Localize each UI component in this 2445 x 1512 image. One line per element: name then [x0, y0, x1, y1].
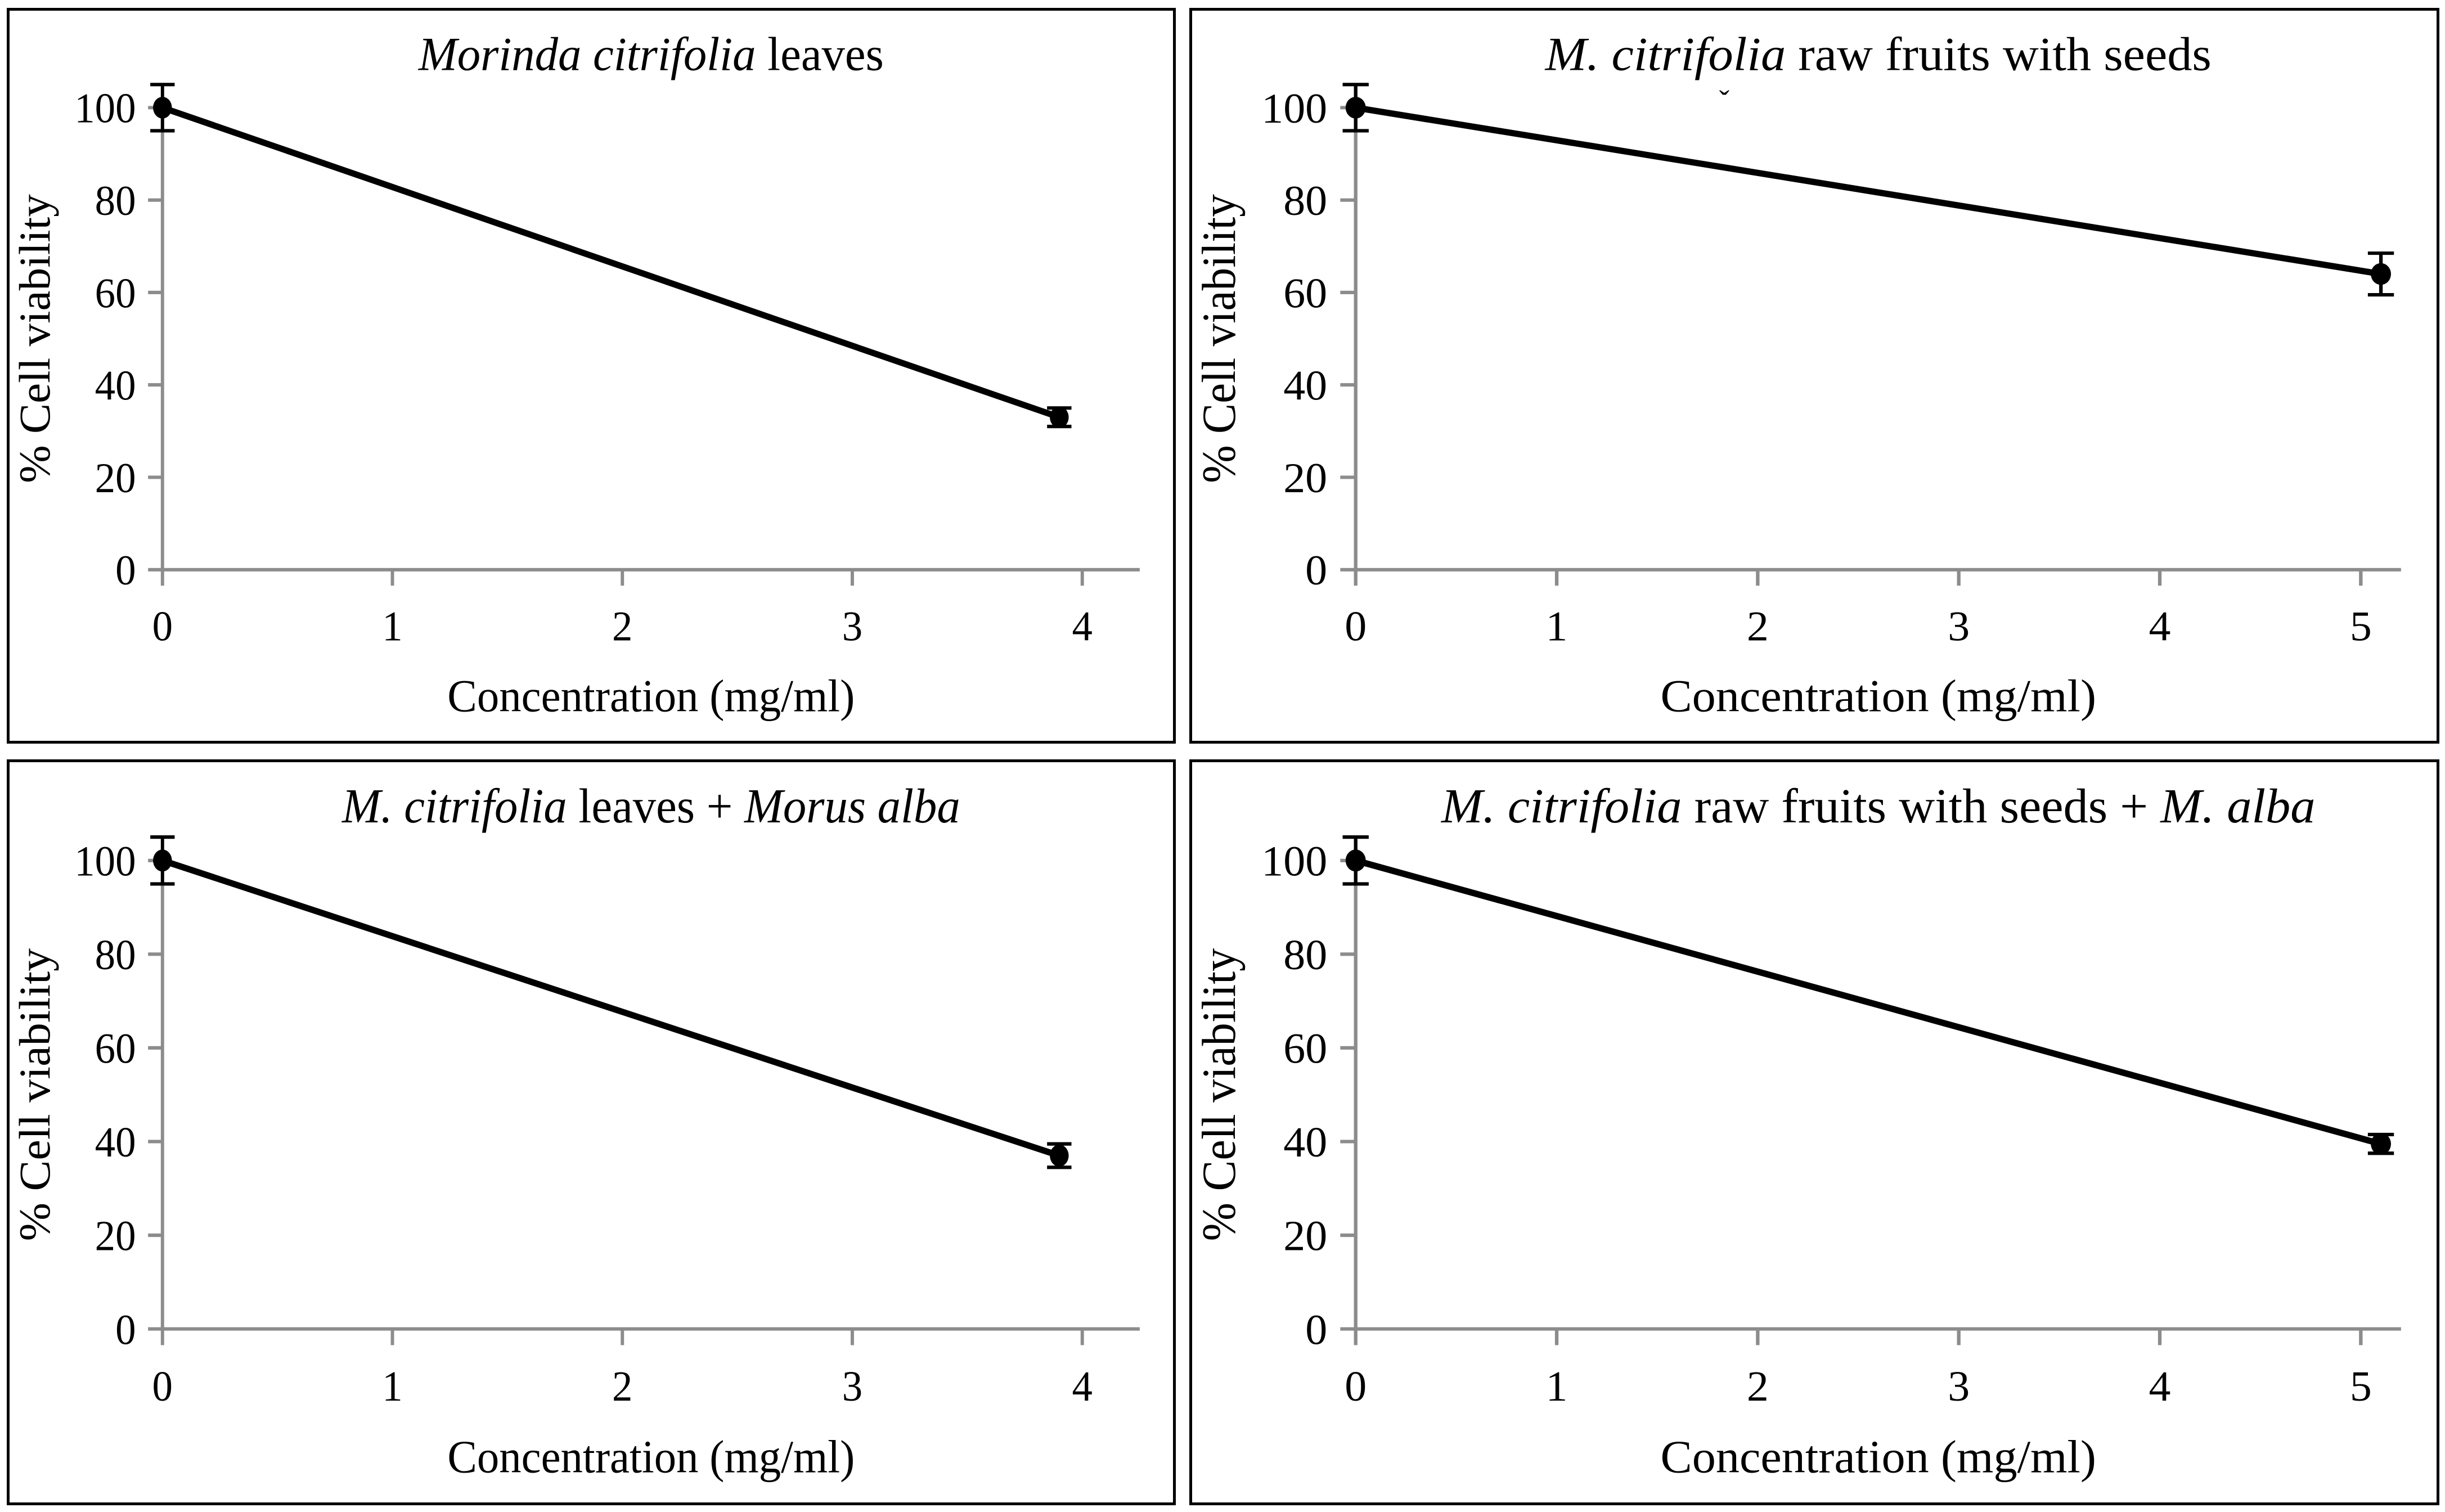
panel-raw-fruits-with-seeds: M. citrifolia raw fruits with seeds ˇ 0 20 4… [1189, 8, 2439, 744]
y-tick-label: 60 [95, 269, 136, 316]
chart-title: M. citrifolia raw fruits with seeds [1544, 28, 2212, 80]
x-tick-label: 5 [2350, 1362, 2372, 1410]
panel-svg-4: M. citrifolia raw fruits with seeds + M.… [1193, 779, 2401, 1483]
x-tick-label: 2 [612, 603, 632, 650]
x-axis-label: Concentration (mg/ml) [447, 1432, 855, 1483]
data-point-marker [1345, 97, 1366, 119]
y-axis-label: % Cell viability [1193, 948, 1246, 1241]
y-tick-label: 0 [1305, 547, 1327, 593]
x-tick-label: 3 [1948, 1362, 1970, 1410]
data-point-marker [153, 97, 172, 119]
x-tick-label: 4 [2149, 603, 2171, 650]
x-tick-label: 0 [152, 1364, 173, 1411]
data-point-marker [1050, 406, 1069, 428]
y-tick-label: 20 [95, 454, 136, 501]
y-axis-label: % Cell viability [1192, 194, 1245, 483]
y-tick-label: 100 [1261, 85, 1327, 132]
x-axis-label: Concentration (mg/ml) [1661, 1432, 2096, 1483]
panel-morinda-citrifolia-leaves: Morinda citrifolia leaves 0 20 40 60 80 100 0 1 2… [7, 8, 1176, 744]
x-tick-label: 1 [1546, 1362, 1568, 1410]
y-tick-label: 40 [95, 1119, 136, 1167]
x-axis-label: Concentration (mg/ml) [447, 671, 855, 721]
y-tick-label: 40 [1283, 362, 1327, 409]
data-line [1355, 104, 2382, 277]
data-point-marker [1345, 849, 1366, 872]
y-tick-label: 80 [95, 932, 136, 979]
y-tick-label: 80 [1283, 931, 1327, 979]
y-tick-label: 100 [74, 838, 136, 885]
x-tick-label: 4 [1072, 603, 1093, 650]
y-tick-label: 100 [1261, 837, 1327, 885]
data-line [161, 105, 1060, 421]
title-artifact-mark: ˇ [1719, 84, 1729, 118]
y-tick-label: 80 [95, 177, 136, 224]
x-tick-label: 2 [612, 1364, 632, 1411]
x-tick-label: 2 [1747, 603, 1769, 650]
chart-title: M. citrifolia raw fruits with seeds + M.… [1440, 779, 2316, 833]
x-tick-label: 0 [1345, 603, 1367, 650]
y-tick-label: 60 [1283, 270, 1327, 317]
y-tick-label: 0 [115, 1307, 136, 1354]
data-line [1355, 857, 2382, 1148]
panel-leaves-plus-morus-alba: M. citrifolia leaves + Morus alba 0 20 40 60… [7, 759, 1176, 1505]
x-tick-label: 1 [382, 603, 402, 650]
data-line [161, 857, 1060, 1159]
y-tick-label: 20 [1283, 454, 1327, 501]
x-tick-label: 3 [842, 603, 862, 650]
chart-title: Morinda citrifolia leaves [418, 28, 884, 80]
y-tick-label: 60 [95, 1025, 136, 1073]
y-tick-label: 20 [95, 1213, 136, 1260]
chart-title: M. citrifolia leaves + Morus alba [341, 780, 960, 833]
y-tick-label: 80 [1283, 177, 1327, 224]
x-tick-label: 2 [1747, 1362, 1769, 1410]
data-point-marker [153, 849, 172, 872]
x-tick-label: 3 [842, 1364, 862, 1411]
panel-svg-2: M. citrifolia raw fruits with seedsˇ0204… [1192, 28, 2401, 721]
x-tick-label: 3 [1948, 603, 1970, 650]
data-point-marker [2371, 1133, 2391, 1155]
y-tick-label: 60 [1283, 1024, 1327, 1072]
y-axis-label: % Cell viability [11, 194, 60, 483]
y-axis-label: % Cell viability [10, 948, 59, 1241]
data-point-marker [1050, 1144, 1069, 1167]
x-tick-label: 0 [152, 603, 173, 650]
x-tick-label: 0 [1345, 1362, 1367, 1410]
x-tick-label: 1 [1546, 603, 1568, 650]
x-axis-label: Concentration (mg/ml) [1660, 670, 2096, 721]
x-tick-label: 4 [2149, 1362, 2171, 1410]
y-tick-label: 0 [115, 547, 136, 593]
y-tick-label: 40 [95, 362, 136, 409]
x-tick-label: 5 [2350, 603, 2372, 650]
y-tick-label: 20 [1283, 1212, 1327, 1260]
data-point-marker [2371, 263, 2391, 285]
panel-raw-fruits-plus-m-alba: M. citrifolia raw fruits with seeds + M.… [1189, 759, 2439, 1505]
x-tick-label: 1 [382, 1364, 402, 1411]
y-tick-label: 100 [74, 85, 136, 132]
y-tick-label: 40 [1283, 1118, 1327, 1166]
panel-svg-1: Morinda citrifolia leaves 0 20 40 60 80 100 0 1 2… [11, 28, 1140, 722]
y-tick-label: 0 [1305, 1306, 1327, 1353]
panel-svg-3: M. citrifolia leaves + Morus alba0204060… [10, 780, 1140, 1483]
x-tick-label: 4 [1072, 1364, 1093, 1411]
